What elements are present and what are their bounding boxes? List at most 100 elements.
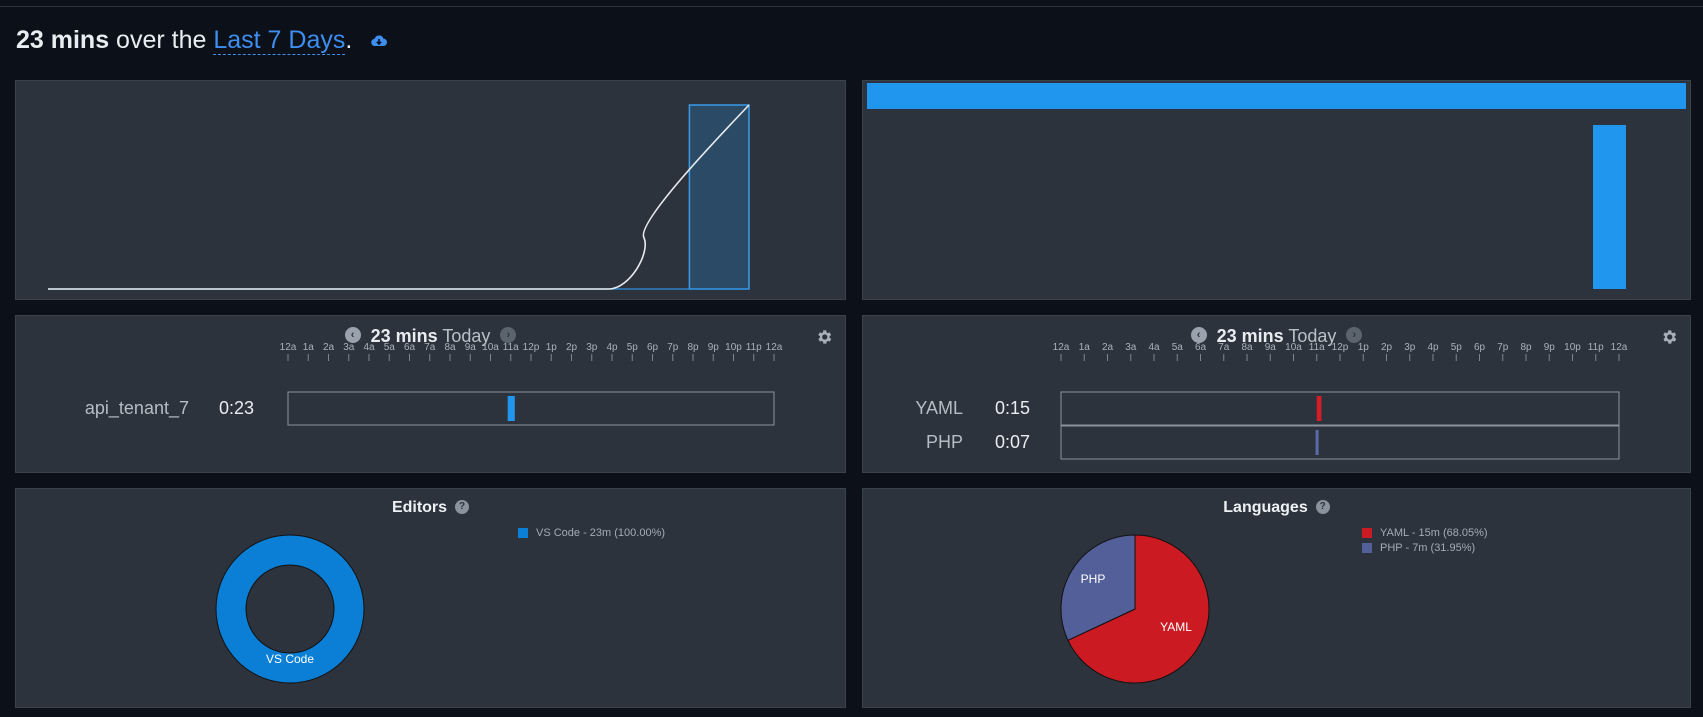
hour-tick-label: 12a <box>280 342 297 353</box>
languages-title: Languages? <box>863 499 1690 517</box>
hour-tick-label: 5a <box>384 342 396 353</box>
hour-tick-label: 12a <box>1053 342 1070 353</box>
timeline-row-time: 0:23 <box>219 397 255 418</box>
day-bar <box>1593 125 1626 289</box>
hour-tick-label: 2p <box>1381 342 1393 353</box>
hour-tick-label: 10a <box>1285 342 1302 353</box>
legend-item[interactable]: YAML - 15m (68.05%) <box>1362 525 1488 540</box>
hour-tick-label: 2a <box>1102 342 1114 353</box>
gear-icon[interactable] <box>1660 328 1678 351</box>
hour-tick-label: 9a <box>465 342 477 353</box>
hour-tick-label: 8p <box>687 342 699 353</box>
hour-tick-label: 4p <box>606 342 618 353</box>
hour-tick-label: 1p <box>546 342 558 353</box>
hour-tick-label: 9p <box>1544 342 1556 353</box>
timeline-segment <box>507 396 515 421</box>
timeline-row-label[interactable]: YAML <box>915 397 963 418</box>
day-total: 23 mins <box>370 326 438 346</box>
hour-tick-label: 3a <box>1125 342 1137 353</box>
hour-tick-label: 10a <box>482 342 499 353</box>
hour-tick-label: 8a <box>444 342 456 353</box>
slice-label: VS Code <box>266 652 314 666</box>
pie-slice <box>1060 534 1136 641</box>
legend-item[interactable]: VS Code - 23m (100.00%) <box>518 525 665 540</box>
prev-day-button[interactable]: ‹ <box>1190 327 1207 344</box>
hour-tick-label: 6p <box>1474 342 1486 353</box>
legend-label: PHP - 7m (31.95%) <box>1380 541 1476 554</box>
languages-pie-chart: YAML PHP <box>1060 534 1210 684</box>
help-icon[interactable]: ? <box>455 499 470 514</box>
projects-timeline: 12a 1a 2a 3a 4a 5a 6a 7a 8a 9a 10a 11a 12p 1p 2p 3p 4p 5p… <box>280 342 783 426</box>
timeline-track <box>1060 391 1620 426</box>
hour-tick-label: 1a <box>1079 342 1091 353</box>
hour-tick-label: 10p <box>1564 342 1581 353</box>
cloud-download-icon[interactable] <box>371 25 388 54</box>
legend-item[interactable]: PHP - 7m (31.95%) <box>1362 540 1488 555</box>
hour-tick-label: 7a <box>1218 342 1230 353</box>
day-label: Today <box>1288 326 1337 346</box>
hour-tick-label: 2a <box>323 342 335 353</box>
hour-tick-label: 3p <box>586 342 598 353</box>
next-day-button[interactable]: › <box>500 327 517 344</box>
next-day-button[interactable]: › <box>1346 327 1363 344</box>
languages-timeline: 12a 1a 2a 3a 4a 5a 6a 7a 8a 9a 10a 11a 12p 1p 2p 3p 4p 5p… <box>1053 342 1628 460</box>
timeline-track <box>287 391 775 426</box>
timeline-row-time: 0:07 <box>995 431 1031 452</box>
hour-tick-label: 7a <box>424 342 436 353</box>
hour-tick-label: 12a <box>1611 342 1628 353</box>
hour-tick-label: 6a <box>1195 342 1207 353</box>
hour-tick-label: 11p <box>1588 342 1604 353</box>
editors-panel: Editors? VS Code - 23m (100.00%) VS Code <box>15 488 846 708</box>
hour-tick-label: 1p <box>1358 342 1370 353</box>
donut-hole <box>245 564 335 654</box>
activity-chart-panel <box>15 80 846 300</box>
hour-tick-label: 10p <box>725 342 742 353</box>
top-bar <box>867 83 1686 109</box>
timeline-segment <box>1315 430 1319 455</box>
hour-tick-label: 12p <box>523 342 540 353</box>
hour-tick-label: 2p <box>566 342 578 353</box>
legend-swatch <box>518 527 528 538</box>
legend-swatch <box>1362 542 1372 553</box>
activity-chart <box>48 104 750 290</box>
projects-day-nav: ‹ 23 mins Today › <box>16 326 845 347</box>
hour-tick-label: 6p <box>647 342 659 353</box>
day-total: 23 mins <box>1216 326 1284 346</box>
help-icon[interactable]: ? <box>1315 499 1330 514</box>
legend-label: YAML - 15m (68.05%) <box>1380 526 1488 539</box>
hour-tick-label: 3a <box>343 342 355 353</box>
hour-tick-label: 1a <box>303 342 315 353</box>
editors-donut-chart: VS Code <box>215 534 365 684</box>
legend-swatch <box>1362 527 1372 538</box>
hour-tick-label: 12p <box>1332 342 1349 353</box>
hour-tick-label: 9p <box>708 342 720 353</box>
hour-tick-label: 3p <box>1404 342 1416 353</box>
pie-slice <box>1067 534 1210 684</box>
timeline-row-label[interactable]: api_tenant_7 <box>84 397 189 418</box>
timeline-track <box>1060 425 1620 460</box>
hour-tick-label: 4p <box>1427 342 1439 353</box>
hour-tick-label: 5p <box>627 342 639 353</box>
date-range-link[interactable]: Last 7 Days <box>213 26 346 55</box>
timeline-row-time: 0:15 <box>995 397 1031 418</box>
hour-tick-label: 6a <box>404 342 416 353</box>
summary-text: over the <box>109 26 214 54</box>
hour-tick-label: 8p <box>1520 342 1532 353</box>
hour-tick-label: 11a <box>503 342 519 353</box>
languages-day-nav: ‹ 23 mins Today › <box>863 326 1690 347</box>
timeline-row-label[interactable]: PHP <box>925 431 963 452</box>
hour-tick-label: 9a <box>1265 342 1277 353</box>
languages-title-text: Languages <box>1223 499 1308 516</box>
highlight-bar <box>688 104 750 290</box>
languages-panel: Languages? YAML - 15m (68.05%) PHP - 7m … <box>862 488 1691 708</box>
gear-icon[interactable] <box>815 328 833 351</box>
daily-bars-chart <box>867 83 1686 289</box>
top-divider <box>0 6 1703 7</box>
editors-title-text: Editors <box>391 499 448 516</box>
hour-tick-label: 11a <box>1309 342 1325 353</box>
hour-tick-label: 5a <box>1172 342 1184 353</box>
hour-tick-label: 4a <box>363 342 375 353</box>
hour-tick-label: 4a <box>1148 342 1160 353</box>
prev-day-button[interactable]: ‹ <box>344 327 361 344</box>
projects-timeline-panel: ‹ 23 mins Today › api_tenant_7 0:23 12a 1a 2a… <box>15 315 846 473</box>
